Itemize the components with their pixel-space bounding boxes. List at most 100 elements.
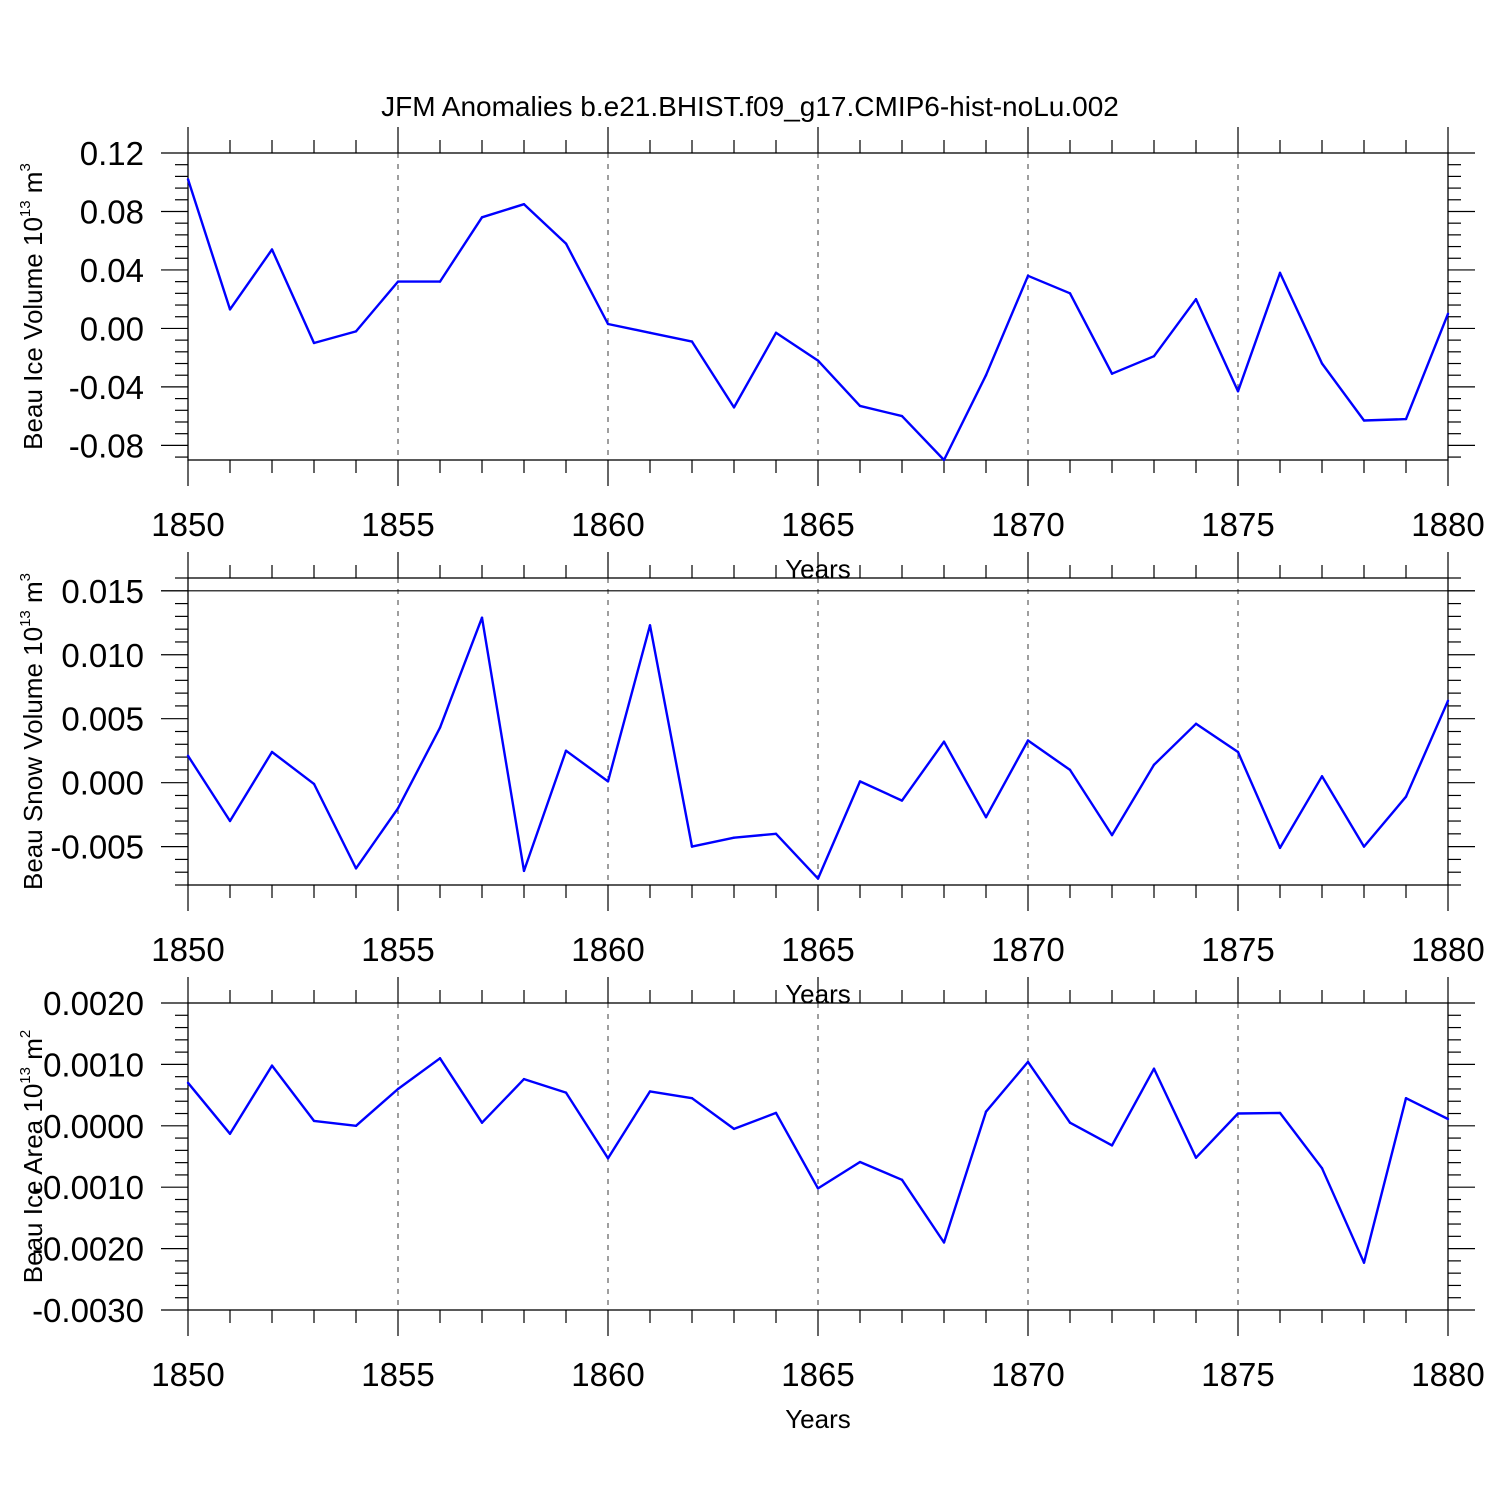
y-tick-label: 0.00 <box>80 310 144 347</box>
y-tick-label: 0.04 <box>80 252 144 289</box>
data-point <box>186 754 190 758</box>
x-tick-label: 1860 <box>571 931 644 968</box>
data-point <box>1068 292 1072 295</box>
data-point <box>1152 763 1156 766</box>
panel-2: 1850 1855 1860 1865 1870 1875 1880Years-0.0050… <box>17 552 1485 1009</box>
y-axis-label: Beau Ice Volume 1013 m3 <box>17 163 48 450</box>
data-point <box>648 1090 652 1093</box>
data-point <box>690 340 694 343</box>
data-point <box>1278 1111 1282 1115</box>
data-point <box>312 341 316 345</box>
data-point <box>228 819 232 823</box>
y-tick-label: 0.005 <box>61 701 144 738</box>
x-tick-label: 1875 <box>1201 1356 1274 1393</box>
data-point <box>606 1157 610 1160</box>
data-point <box>942 458 946 462</box>
data-point <box>900 1178 904 1182</box>
data-point <box>1194 297 1198 301</box>
data-point <box>1404 1096 1408 1100</box>
data-point <box>354 867 358 870</box>
data-point <box>900 414 904 418</box>
x-tick-label: 1850 <box>151 506 224 543</box>
data-point <box>1362 1261 1366 1264</box>
data-point <box>480 616 484 619</box>
data-point <box>270 1064 274 1067</box>
data-point <box>732 836 736 839</box>
data-point <box>1110 372 1114 375</box>
x-tick-label: 1870 <box>991 506 1064 543</box>
data-point <box>438 1057 442 1060</box>
data-point <box>1446 1117 1450 1121</box>
x-tick-label: 1855 <box>361 506 434 543</box>
x-tick-label: 1880 <box>1411 506 1484 543</box>
data-point <box>564 749 568 752</box>
data-point <box>228 308 232 311</box>
data-point <box>774 1111 778 1115</box>
data-point <box>942 1241 946 1244</box>
data-point <box>1404 795 1408 798</box>
data-point <box>270 248 274 251</box>
data-point <box>1236 390 1240 393</box>
data-point <box>774 832 778 836</box>
x-tick-label: 1875 <box>1201 506 1274 543</box>
data-point <box>1320 775 1324 778</box>
data-point <box>1320 1166 1324 1170</box>
data-point <box>984 374 988 377</box>
data-point <box>816 359 820 362</box>
data-point <box>606 780 610 783</box>
y-tick-label: -0.005 <box>50 829 144 866</box>
data-point <box>1404 417 1408 421</box>
data-point <box>564 242 568 245</box>
y-tick-label: -0.0010 <box>32 1169 144 1206</box>
data-point <box>1446 699 1450 702</box>
data-point <box>396 280 400 283</box>
data-point <box>1278 271 1282 275</box>
x-tick-label: 1870 <box>991 931 1064 968</box>
panel-1: 1850 1855 1860 1865 1870 1875 1880Years-0.08-0… <box>17 127 1485 584</box>
y-tick-label: -0.04 <box>69 369 144 406</box>
data-point <box>1362 419 1366 422</box>
data-point <box>1236 750 1240 754</box>
data-point <box>1194 722 1198 726</box>
x-tick-label: 1865 <box>781 931 854 968</box>
x-tick-label: 1875 <box>1201 931 1274 968</box>
data-point <box>354 1124 358 1128</box>
x-axis-label: Years <box>785 1404 851 1434</box>
data-point <box>312 782 316 786</box>
y-tick-label: 0.010 <box>61 637 144 674</box>
data-point <box>648 624 652 627</box>
data-point <box>1110 1144 1114 1147</box>
data-point <box>228 1132 232 1135</box>
x-tick-label: 1850 <box>151 931 224 968</box>
data-point <box>1194 1156 1198 1159</box>
y-tick-label: -0.08 <box>69 427 144 464</box>
y-tick-label: 0.015 <box>61 573 144 610</box>
y-tick-label: 0.08 <box>80 193 144 230</box>
data-point <box>858 404 862 408</box>
chart-title: JFM Anomalies b.e21.BHIST.f09_g17.CMIP6-… <box>381 91 1119 122</box>
data-point <box>522 1077 526 1081</box>
data-point <box>732 406 736 409</box>
data-point <box>774 331 778 335</box>
data-point <box>480 1121 484 1124</box>
data-point <box>858 1160 862 1164</box>
x-tick-label: 1855 <box>361 931 434 968</box>
data-point <box>396 807 400 810</box>
data-point <box>312 1119 316 1123</box>
data-point <box>396 1087 400 1091</box>
data-point <box>1236 1112 1240 1115</box>
data-point <box>648 331 652 335</box>
y-tick-label: -0.0020 <box>32 1231 144 1268</box>
data-point <box>438 280 442 283</box>
data-point <box>1446 312 1450 316</box>
data-point <box>522 202 526 206</box>
data-point <box>1278 846 1282 850</box>
data-point <box>816 1187 820 1190</box>
x-tick-label: 1880 <box>1411 931 1484 968</box>
data-point <box>1026 1060 1030 1064</box>
data-point <box>984 1110 988 1113</box>
x-tick-label: 1880 <box>1411 1356 1484 1393</box>
data-point <box>270 750 274 754</box>
data-point <box>480 216 484 219</box>
